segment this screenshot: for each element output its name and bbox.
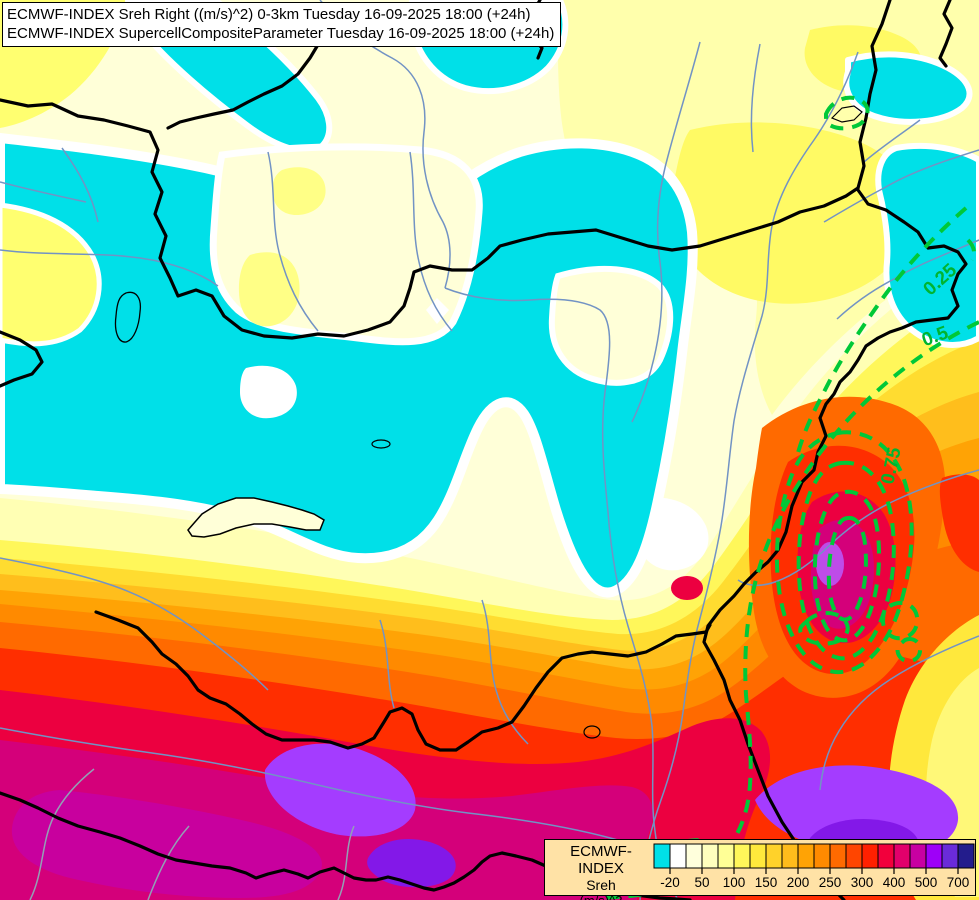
legend-swatch [845,843,863,869]
small-lake-south [583,725,601,739]
legend-swatch [797,843,815,869]
legend-swatch [749,843,767,869]
legend-swatch [909,843,927,869]
legend-swatch [733,843,751,869]
sreh-hotspot [671,396,979,698]
legend-units: (m/s)^2 [549,893,653,900]
legend-tick-label: 50 [694,875,709,890]
river-danube [444,287,679,900]
legend-tick-label: 700 [947,875,970,890]
legend-swatch [877,843,895,869]
lakes [114,105,863,739]
river-sava [0,727,699,874]
lake-balaton [187,497,325,538]
legend-tick-label: 100 [723,875,746,890]
lake-neusiedl [114,291,142,343]
scp-contour-025 [794,206,968,461]
legend-tick-label: 250 [819,875,842,890]
legend-tick-label: 400 [883,875,906,890]
yellow-patch-ne [672,122,914,304]
legend-swatch [669,843,687,869]
legend-swatch [781,843,799,869]
legend-parameter: Sreh [586,877,616,893]
legend-tick-label: -20 [660,875,680,890]
lake-velence [371,439,391,449]
legend-swatch [893,843,911,869]
legend-tick-label: 150 [755,875,778,890]
title-line-1: ECMWF-INDEX Sreh Right ((m/s)^2) 0-3km T… [7,6,531,23]
legend-swatch [717,843,735,869]
legend-tick-label: 200 [787,875,810,890]
legend-colorbar: -20 50 100 150 200 250 300 400 500 700 [653,843,975,890]
legend-title: ECMWF-INDEX [570,843,632,877]
river-tisza [639,51,859,900]
legend-tick-label: 300 [851,875,874,890]
legend-label: ECMWF-INDEX Sreh (m/s)^2 [549,843,653,900]
legend-swatch [925,843,943,869]
small-island-ne [830,105,863,123]
legend-swatch [813,843,831,869]
legend-swatch [685,843,703,869]
legend-swatch [653,843,671,869]
legend-box: ECMWF-INDEX Sreh (m/s)^2 [544,839,976,900]
title-box: ECMWF-INDEX Sreh Right ((m/s)^2) 0-3km T… [2,2,562,47]
legend-swatch [765,843,783,869]
scp-contour-075 [774,430,914,675]
title-line-2: ECMWF-INDEX SupercellCompositeParameter … [7,25,555,42]
legend-swatch [861,843,879,869]
legend-swatch [701,843,719,869]
legend-swatch [829,843,847,869]
legend-tick-label: 500 [915,875,938,890]
legend-swatch [957,843,975,869]
legend-swatch [941,843,959,869]
